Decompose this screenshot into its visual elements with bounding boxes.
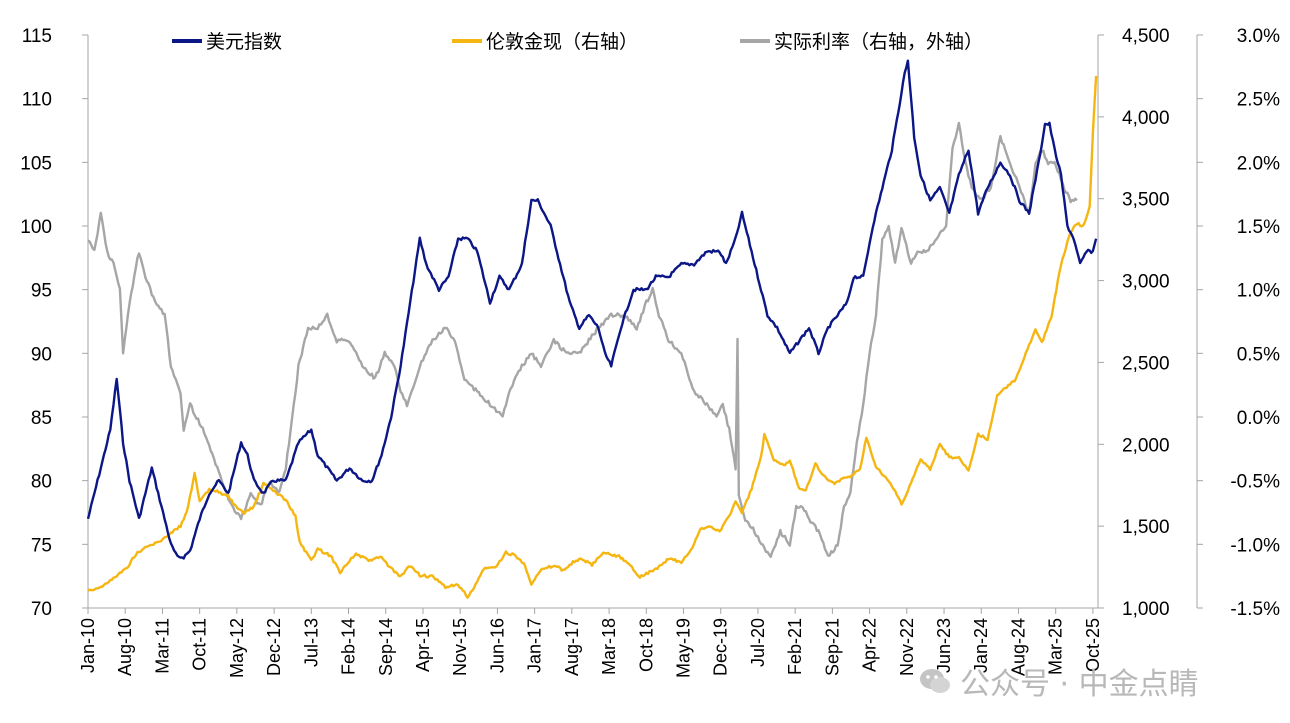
- left-axis-tick-label: 100: [20, 217, 52, 238]
- right-inner-axis-tick-label: 1,000: [1122, 599, 1170, 620]
- right-inner-axis-tick-label: 2,500: [1122, 353, 1170, 374]
- x-axis-tick-label: Nov-15: [450, 618, 470, 676]
- legend-label-gold: 伦敦金现（右轴）: [486, 31, 638, 53]
- right-outer-axis-tick-label: 3.0%: [1237, 26, 1280, 47]
- left-axis-tick-label: 110: [22, 90, 52, 111]
- right-outer-axis-tick-label: -1.5%: [1230, 599, 1280, 620]
- left-axis-tick-label: 105: [20, 153, 52, 174]
- right-outer-axis-tick-label: 1.0%: [1237, 281, 1280, 302]
- x-axis-tick-label: Dec-19: [711, 618, 731, 676]
- x-axis-tick-label: Apr-22: [860, 618, 880, 672]
- right-inner-axis-tick-label: 4,500: [1122, 26, 1170, 47]
- axes-layer: 70 75 80 85 90 95 100 105 110 115 Jan-10 Aug-10 Mar-…: [20, 26, 1280, 678]
- x-axis-tick-label: Nov-22: [897, 618, 917, 676]
- left-axis-tick-label: 115: [22, 26, 52, 47]
- legend-label-real-rate: 实际利率（右轴，外轴）: [774, 31, 983, 53]
- left-axis-tick-label: 90: [31, 344, 52, 365]
- legend: 美元指数 伦敦金现（右轴） 实际利率（右轴，外轴）: [172, 31, 983, 53]
- x-axis-tick-label: Dec-12: [264, 618, 284, 676]
- x-axis-tick-label: Jan-10: [78, 618, 98, 673]
- right-outer-axis-tick-label: 2.5%: [1237, 90, 1280, 111]
- x-axis-tick-label: Feb-21: [785, 618, 805, 675]
- right-outer-axis-tick-label: 1.5%: [1237, 217, 1280, 238]
- x-axis-tick-label: Aug-10: [115, 618, 135, 676]
- x-axis-tick-label: Sep-21: [822, 618, 842, 676]
- x-axis-tick-label: Aug-24: [1008, 618, 1028, 676]
- x-axis-tick-label: Mar-25: [1046, 618, 1066, 675]
- series-line-london-gold: [87, 75, 1098, 599]
- x-axis-tick-label: Jun-23: [934, 618, 954, 673]
- left-axis-tick-label: 70: [31, 599, 52, 620]
- x-axis-tick-label: Jun-16: [487, 618, 507, 673]
- watermark: 公众号 · 中金点睛: [918, 658, 1199, 704]
- right-outer-axis-tick-label: 2.0%: [1237, 153, 1280, 174]
- wechat-icon: [920, 669, 950, 693]
- x-axis-tick-label: May-19: [673, 618, 693, 678]
- right-inner-axis-tick-label: 4,000: [1122, 108, 1170, 129]
- x-axis-tick-label: Jan-17: [525, 618, 545, 673]
- x-axis-tick-label: Jul-13: [301, 618, 321, 667]
- right-inner-axis-tick-label: 3,500: [1122, 190, 1170, 211]
- x-axis-tick-label: Oct-25: [1083, 618, 1103, 672]
- x-axis-tick-label: Mar-11: [152, 618, 172, 674]
- x-axis-tick-label: Oct-18: [636, 618, 656, 672]
- right-outer-axis-tick-label: -1.0%: [1230, 535, 1280, 556]
- x-axis-tick-label: Aug-17: [562, 618, 582, 676]
- x-axis-tick-label: Apr-15: [413, 618, 433, 672]
- left-axis-tick-label: 95: [31, 281, 52, 302]
- x-axis-tick-label: Mar-18: [599, 618, 619, 675]
- series-layer: [86, 59, 1098, 599]
- left-axis-tick-label: 80: [31, 472, 52, 493]
- right-outer-axis-tick-label: 0.0%: [1237, 408, 1280, 429]
- right-inner-axis-tick-label: 3,000: [1122, 272, 1170, 293]
- right-outer-axis-tick-label: 0.5%: [1237, 344, 1280, 365]
- left-axis-tick-label: 75: [31, 535, 52, 556]
- x-axis-tick-label: May-12: [227, 618, 247, 678]
- watermark-text: 公众号 · 中金点睛: [960, 667, 1199, 702]
- x-axis-tick-label: Feb-14: [339, 618, 359, 675]
- series-line-usd-index: [86, 59, 1098, 560]
- series-line-real-rate: [87, 121, 1078, 558]
- legend-label-usd: 美元指数: [206, 31, 282, 53]
- x-axis-tick-label: Jul-20: [748, 618, 768, 667]
- right-outer-axis-tick-label: -0.5%: [1230, 472, 1280, 493]
- x-axis-tick-label: Sep-14: [376, 618, 396, 676]
- x-axis-tick-label: Oct-11: [190, 618, 210, 671]
- right-inner-axis-tick-label: 2,000: [1122, 435, 1170, 456]
- right-inner-axis-tick-label: 1,500: [1122, 517, 1170, 538]
- x-axis-tick-label: Jan-24: [971, 618, 991, 673]
- left-axis-tick-label: 85: [31, 408, 52, 429]
